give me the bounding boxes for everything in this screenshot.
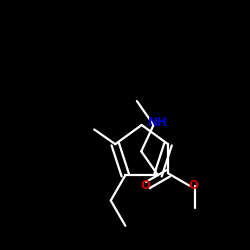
Text: O: O [140, 178, 150, 192]
Text: NH: NH [148, 116, 168, 129]
Text: O: O [188, 179, 198, 192]
